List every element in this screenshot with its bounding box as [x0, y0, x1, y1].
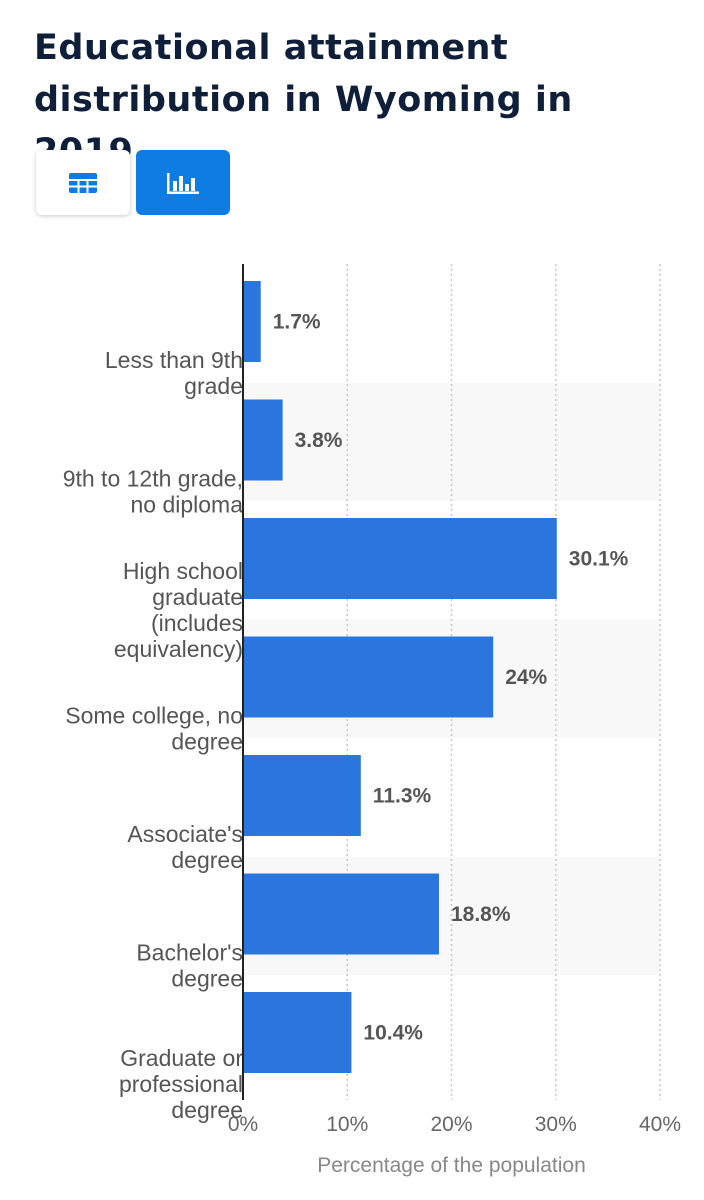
category-label: equivalency)	[114, 636, 243, 662]
bar	[243, 992, 352, 1073]
category-label: Associate's	[127, 821, 243, 847]
category-label: professional	[119, 1071, 243, 1097]
page-title: Educational attainment distribution in W…	[34, 28, 573, 172]
data-label: 3.8%	[295, 429, 343, 452]
tick-label: 10%	[326, 1113, 368, 1136]
category-label: Bachelor's	[136, 940, 243, 966]
table-icon	[69, 172, 97, 193]
category-label: Graduate or	[120, 1045, 243, 1071]
category-label: Less than 9th	[105, 347, 243, 373]
category-label: (includes	[151, 610, 243, 636]
category-label: Some college, no	[65, 703, 243, 729]
bar	[243, 281, 261, 362]
chart-view-button[interactable]	[136, 150, 230, 215]
data-label: 18.8%	[451, 903, 511, 926]
category-label: graduate	[152, 584, 243, 610]
category-label: degree	[171, 847, 243, 873]
row-band	[243, 382, 660, 501]
data-label: 24%	[505, 666, 547, 689]
table-view-button[interactable]	[36, 150, 130, 215]
category-label: High school	[123, 558, 243, 584]
category-label: degree	[171, 966, 243, 992]
bar	[243, 636, 494, 718]
category-label: no diploma	[130, 492, 243, 518]
bar	[243, 399, 283, 481]
data-label: 11.3%	[373, 785, 432, 808]
tick-label: 30%	[535, 1113, 577, 1136]
bar	[243, 873, 439, 955]
category-label: 9th to 12th grade,	[63, 466, 243, 492]
data-label: 10.4%	[363, 1022, 423, 1045]
category-label: grade	[184, 373, 243, 399]
data-label: 1.7%	[273, 311, 321, 334]
tick-label: 20%	[430, 1113, 472, 1136]
category-label: degree	[171, 729, 243, 755]
bar-chart-icon	[167, 172, 199, 194]
tick-label: 0%	[228, 1113, 258, 1136]
tick-label: 40%	[639, 1113, 681, 1136]
data-label: 30.1%	[569, 548, 629, 571]
bar	[243, 755, 361, 836]
x-axis-title: Percentage of the population	[317, 1154, 586, 1177]
category-label: degree	[171, 1097, 243, 1123]
bar	[243, 518, 557, 599]
